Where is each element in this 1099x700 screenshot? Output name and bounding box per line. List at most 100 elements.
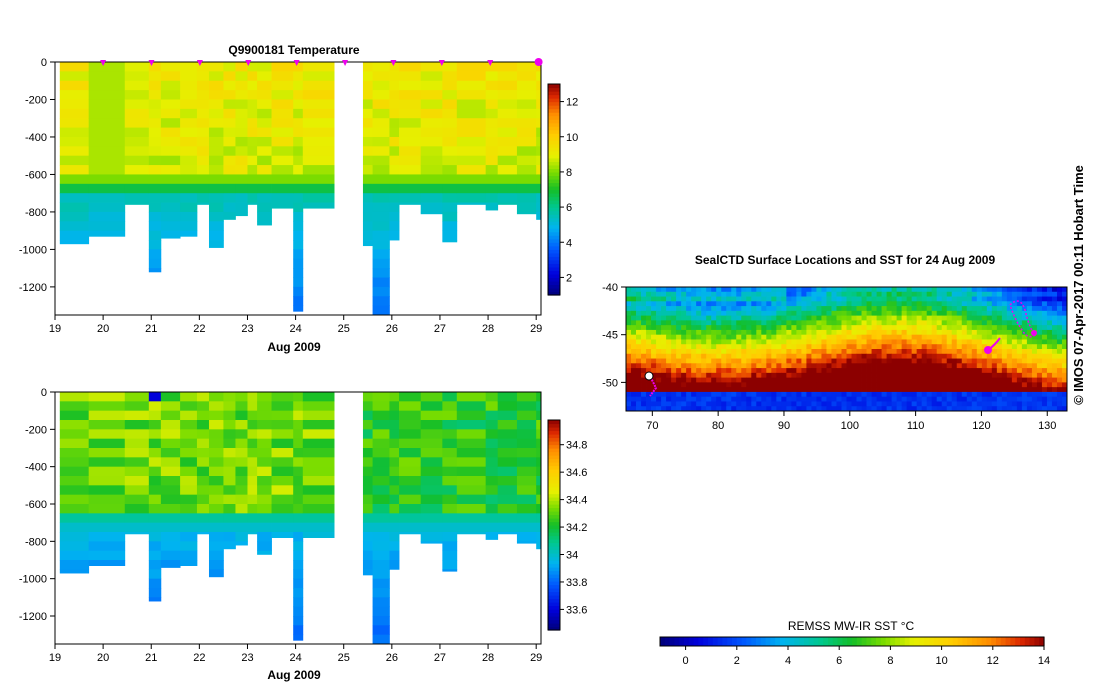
sst-map-cell bbox=[716, 315, 722, 321]
section-cell bbox=[536, 485, 541, 496]
sst-map-cell bbox=[811, 344, 817, 350]
sst-map-cell bbox=[941, 353, 948, 359]
sst-map-cell bbox=[811, 310, 817, 317]
sst-map-cell bbox=[1016, 353, 1023, 359]
section-cell bbox=[88, 183, 126, 194]
section-cell bbox=[302, 420, 335, 430]
sst-map-cell bbox=[816, 291, 822, 297]
colorbar-swatch bbox=[548, 228, 560, 233]
sst-map-cell bbox=[901, 334, 908, 340]
sst-map-cell bbox=[956, 387, 963, 393]
sst-map-cell bbox=[791, 310, 797, 317]
sst-map-cell bbox=[971, 372, 978, 379]
sst-map-cell bbox=[646, 406, 652, 411]
sst-map-cell bbox=[811, 358, 817, 364]
sst-map-cell bbox=[976, 401, 983, 407]
section-cell bbox=[59, 165, 90, 175]
section-cell bbox=[180, 457, 198, 468]
sst-map-cell bbox=[1036, 363, 1043, 369]
sst-map-cell bbox=[636, 339, 642, 345]
x-tick-label: 23 bbox=[241, 652, 253, 664]
sst-map-cell bbox=[726, 368, 732, 374]
sst-map-cell bbox=[971, 358, 978, 364]
section-cell bbox=[271, 165, 294, 175]
section-cell bbox=[442, 202, 458, 213]
sst-map-cell bbox=[666, 363, 672, 369]
section-cell bbox=[196, 410, 210, 421]
section-cell bbox=[257, 127, 272, 138]
sst-map-cell bbox=[861, 401, 867, 407]
section-cell bbox=[180, 71, 198, 82]
section-cell bbox=[389, 193, 400, 203]
sst-map-cell bbox=[966, 320, 973, 326]
sst-map-cell bbox=[1041, 363, 1048, 369]
colorbar-tick-label: 12 bbox=[987, 655, 999, 667]
sst-map-cell bbox=[651, 325, 657, 331]
sst-map-cell bbox=[916, 363, 923, 369]
sst-map-cell bbox=[671, 349, 677, 355]
section-cell bbox=[208, 522, 224, 533]
sst-map-cell bbox=[926, 349, 933, 355]
section-cell bbox=[389, 127, 400, 138]
section-cell bbox=[148, 136, 162, 147]
sst-map-cell bbox=[971, 329, 978, 336]
section-cell bbox=[497, 136, 518, 147]
sst-map-cell bbox=[1011, 301, 1018, 307]
sst-map-cell bbox=[841, 358, 847, 364]
sst-map-cell bbox=[631, 291, 637, 297]
section-cell bbox=[456, 127, 487, 138]
sst-map-cell bbox=[651, 310, 657, 317]
sst-map-cell bbox=[966, 387, 973, 393]
section-cell bbox=[362, 494, 373, 505]
sst-map-cell bbox=[851, 353, 857, 359]
sst-map-cell bbox=[871, 339, 877, 345]
sst-map-cell bbox=[701, 306, 707, 312]
sst-map-cell bbox=[931, 320, 938, 326]
sst-map-cell bbox=[731, 310, 737, 317]
section-cell bbox=[196, 80, 210, 91]
sst-map-cell bbox=[771, 401, 777, 407]
sst-map-cell bbox=[916, 372, 923, 379]
section-cell bbox=[257, 183, 272, 194]
section-cell bbox=[302, 401, 335, 412]
sst-map-cell bbox=[916, 310, 923, 317]
sst-map-cell bbox=[841, 334, 847, 340]
sst-map-cell bbox=[891, 406, 898, 411]
sst-map-cell bbox=[736, 372, 742, 379]
section-cell bbox=[293, 136, 304, 147]
sst-map-cell bbox=[1061, 353, 1067, 359]
sst-map-cell bbox=[751, 387, 757, 393]
sst-map-cell bbox=[906, 339, 913, 345]
colorbar-swatch bbox=[548, 532, 560, 537]
sst-map-cell bbox=[661, 320, 667, 326]
sst-map-cell bbox=[956, 377, 963, 383]
sst-map-cell bbox=[996, 363, 1003, 369]
sst-map-cell bbox=[741, 320, 747, 326]
sst-map-cell bbox=[666, 349, 672, 355]
sst-map-cell bbox=[1006, 391, 1013, 398]
colorbar-swatch bbox=[548, 200, 560, 205]
sst-map-cell bbox=[996, 396, 1003, 402]
section-cell bbox=[442, 146, 458, 157]
sst-map-cell bbox=[986, 358, 993, 364]
sst-map-cell bbox=[856, 387, 862, 393]
section-cell bbox=[420, 71, 443, 82]
sst-map-cell bbox=[1021, 339, 1028, 345]
section-cell bbox=[362, 174, 373, 185]
colorbar-swatch bbox=[1029, 637, 1035, 646]
sst-map-cell bbox=[931, 287, 938, 293]
sst-map-cell bbox=[871, 315, 877, 321]
sst-map-cell bbox=[786, 377, 792, 383]
section-cell bbox=[160, 401, 181, 412]
sst-map-cell bbox=[911, 301, 918, 307]
section-cell bbox=[372, 221, 390, 232]
colorbar-swatch bbox=[548, 249, 560, 254]
sst-map-cell bbox=[1001, 396, 1008, 402]
section-cell bbox=[420, 485, 443, 496]
sst-map-cell bbox=[1036, 349, 1043, 355]
sst-map-cell bbox=[816, 301, 822, 307]
sst-map-cell bbox=[966, 368, 973, 374]
sst-map-cell bbox=[626, 329, 632, 336]
sst-map-cell bbox=[836, 396, 842, 402]
section-cell bbox=[208, 90, 224, 100]
